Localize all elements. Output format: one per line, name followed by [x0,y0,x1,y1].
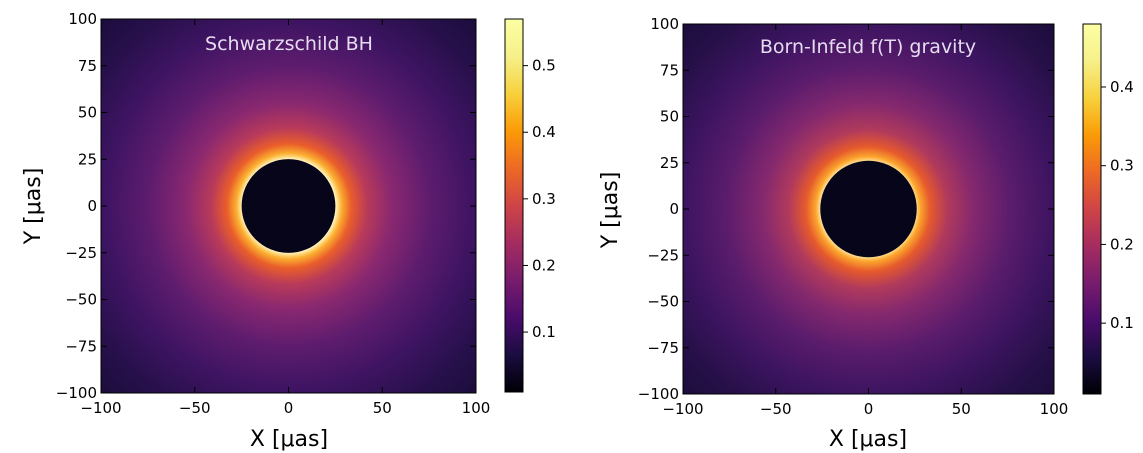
x-tick-label: 50 [373,399,392,417]
x-tick-label: 100 [462,399,491,417]
colorbar-tick-label: 0.1 [1110,314,1134,332]
y-tick-label: 0 [669,200,679,218]
x-axis-1: −100 −50 0 50 100 [662,24,1068,418]
colorbar-tick-label: 0.1 [532,323,556,341]
colorbar-tick-label: 0.4 [1110,78,1134,96]
chart-title-0: Schwarzschild BH [205,33,373,55]
colorbar-tick-label: 0.4 [532,123,556,141]
y-axis-label-1: Y [μas] [598,172,623,250]
y-tick-label: −75 [647,339,679,357]
colorbar-tick-label: 0.3 [532,190,556,208]
colorbar-tick-label: 0.3 [1110,157,1134,175]
colorbar-0 [504,18,524,393]
chart-panel-0: −100 −50 0 50 100 −100 −75 −50 −25 0 25 50 75 100 Sc… [21,10,556,452]
colorbar-tick-label: 0.5 [532,57,556,75]
y-tick-label: 75 [660,61,679,79]
colorbar-ticks-1: 0.1 0.2 0.3 0.4 [1101,78,1134,332]
x-tick-label: −50 [760,400,792,418]
x-axis-label-0: X [μas] [250,427,328,452]
y-tick-label: −25 [65,244,97,262]
y-tick-label: −50 [647,293,679,311]
chart-title-1: Born-Infeld f(T) gravity [760,36,976,58]
x-tick-label: −50 [179,399,211,417]
y-axis-0: −100 −75 −50 −25 0 25 50 75 100 [56,10,476,402]
shadow-disk-1 [820,160,917,258]
colorbar-ticks-0: 0.1 0.2 0.3 0.4 0.5 [523,57,556,341]
y-tick-label: −25 [647,246,679,264]
y-tick-label: 100 [650,15,679,33]
colorbar-1 [1082,23,1102,395]
y-tick-label: 0 [87,197,97,215]
x-tick-label: 0 [864,400,874,418]
shadow-disk-0 [241,159,336,253]
x-tick-label: −100 [80,399,121,417]
y-tick-label: −100 [56,384,97,402]
x-tick-label: 0 [284,399,294,417]
x-tick-label: 100 [1040,400,1069,418]
chart-panel-1: −100 −50 0 50 100 −100 −75 −50 −25 0 25 50 75 100 Bo… [598,15,1134,452]
y-axis-1: −100 −75 −50 −25 0 25 50 75 100 [638,15,1054,403]
x-axis-label-1: X [μas] [829,427,907,452]
y-tick-label: 50 [78,104,97,122]
y-tick-label: 50 [660,108,679,126]
colorbar-tick-label: 0.2 [532,256,556,274]
y-tick-label: −50 [65,291,97,309]
x-tick-label: −100 [662,400,703,418]
y-tick-label: 100 [68,10,97,28]
x-tick-label: 50 [952,400,971,418]
y-tick-label: 25 [78,150,97,168]
y-axis-label-0: Y [μas] [21,168,46,246]
colorbar-tick-label: 0.2 [1110,235,1134,253]
y-tick-label: −100 [638,385,679,403]
y-tick-label: −75 [65,337,97,355]
x-axis-0: −100 −50 0 50 100 [80,19,490,417]
y-tick-label: 25 [660,154,679,172]
y-tick-label: 75 [78,57,97,75]
